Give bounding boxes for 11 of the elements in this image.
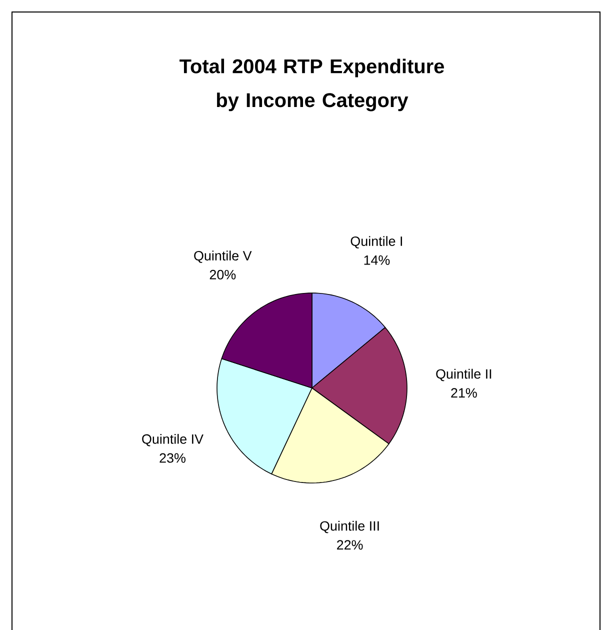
data-label: 23% xyxy=(160,453,186,463)
data-label: 22% xyxy=(337,540,363,550)
chart-title: Total 2004 RTP Expenditure by Income Category xyxy=(180,58,444,112)
slice-label: Quintile I xyxy=(350,236,402,248)
slice-label: Quintile II xyxy=(436,368,492,382)
data-label: 14% xyxy=(364,255,390,265)
slice-label: Quintile V xyxy=(194,250,252,263)
data-label: 21% xyxy=(451,388,477,398)
slice-label: Quintile III xyxy=(320,520,379,534)
slice-label: Quintile IV xyxy=(142,434,204,446)
data-label: 20% xyxy=(210,270,236,280)
